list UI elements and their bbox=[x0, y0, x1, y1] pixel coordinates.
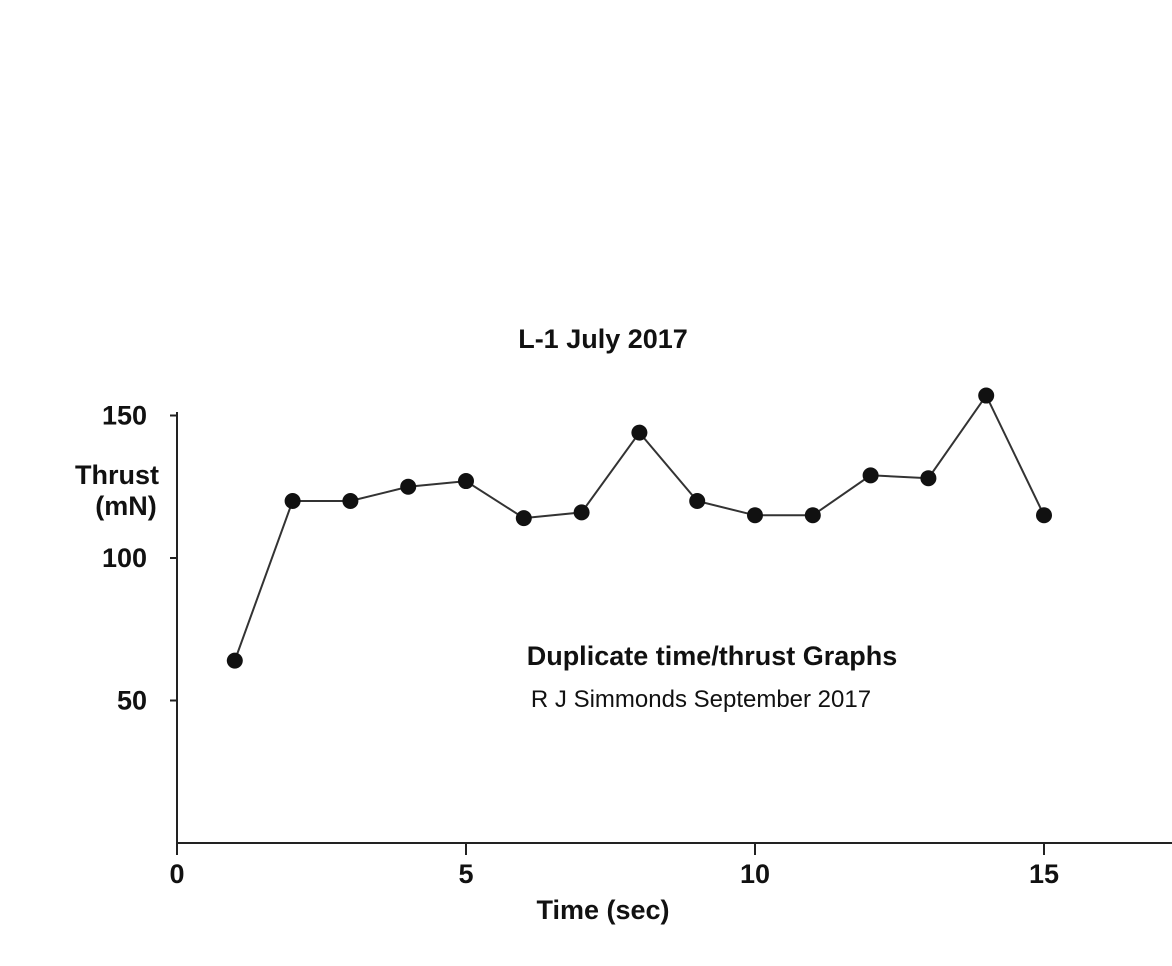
x-axis-label: Time (sec) bbox=[536, 895, 669, 925]
y-ticks: 50 100 150 bbox=[102, 401, 177, 716]
y-axis-label-line-2: (mN) bbox=[95, 491, 157, 521]
data-point bbox=[1036, 507, 1052, 524]
data-point bbox=[747, 507, 763, 524]
data-point bbox=[284, 493, 301, 509]
data-point bbox=[458, 473, 474, 490]
data-point bbox=[804, 507, 821, 524]
annotation-graph-title: Duplicate time/thrust Graphs bbox=[527, 641, 898, 671]
thrust-series-points bbox=[226, 387, 1052, 669]
chart-title: L-1 July 2017 bbox=[518, 324, 688, 354]
annotation-author-date: R J Simmonds September 2017 bbox=[531, 686, 871, 713]
x-tick-label: 15 bbox=[1029, 859, 1059, 889]
data-point bbox=[226, 652, 243, 669]
data-point bbox=[573, 504, 590, 521]
x-ticks: 0 5 10 15 bbox=[169, 843, 1059, 889]
data-point bbox=[689, 493, 706, 509]
data-point bbox=[400, 478, 417, 495]
y-tick-label: 150 bbox=[102, 401, 147, 431]
x-tick-label: 10 bbox=[740, 859, 770, 889]
y-tick-label: 100 bbox=[102, 543, 147, 573]
data-point bbox=[515, 510, 532, 527]
y-axis-label-line-1: Thrust bbox=[75, 460, 159, 490]
data-point bbox=[342, 493, 359, 509]
y-tick-label: 50 bbox=[117, 686, 147, 716]
x-tick-label: 5 bbox=[458, 859, 473, 889]
data-point bbox=[978, 387, 995, 404]
data-point bbox=[862, 467, 879, 484]
data-point bbox=[631, 424, 648, 441]
data-point bbox=[920, 470, 937, 487]
x-tick-label: 0 bbox=[169, 859, 184, 889]
